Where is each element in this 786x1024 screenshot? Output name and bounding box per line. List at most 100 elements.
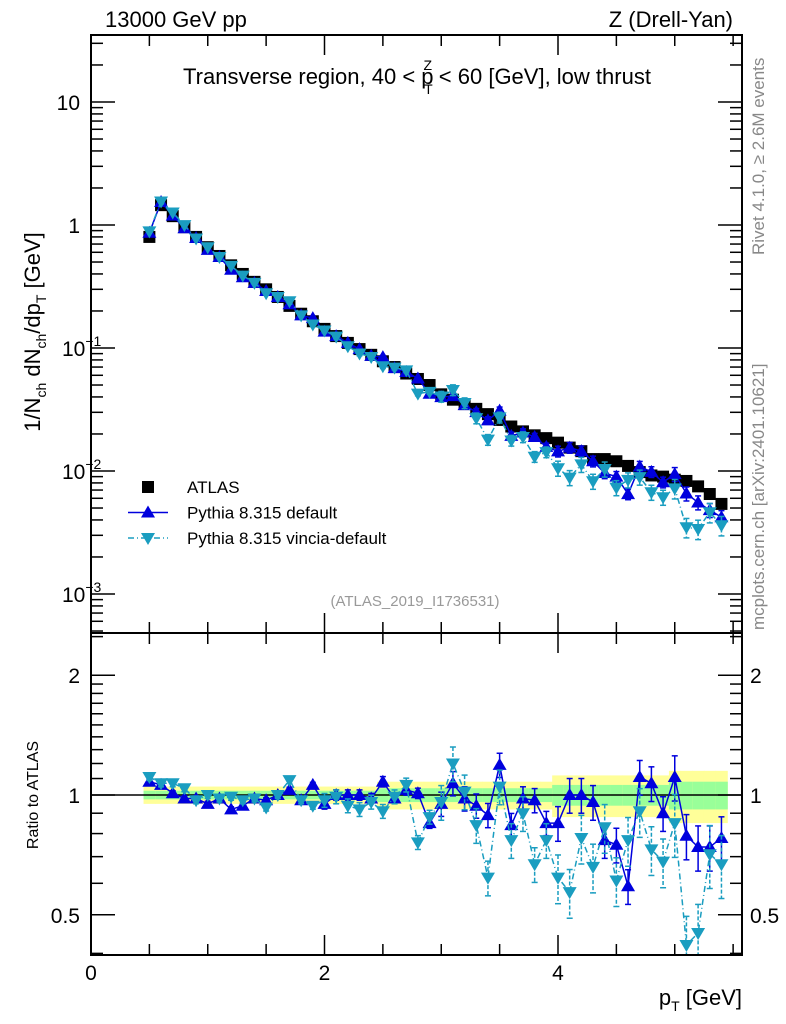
x-tick-label: 0 [85,962,97,985]
ratio-point-vincia [667,818,682,831]
ratio-point-vincia [644,844,659,857]
main-point-vincia [422,386,437,399]
ratio-point-vincia [621,835,636,848]
ratio-point-vincia [364,797,379,810]
main-point-vincia [399,365,414,378]
ratio-point-vincia [434,797,449,810]
ratio-point-vincia [445,758,460,771]
ratio-point-default [165,786,180,799]
ratio-point-vincia [457,786,472,799]
legend-item: ATLAS [142,478,240,497]
main-point-vincia [480,434,495,447]
y-tick-label: 1 [68,215,80,238]
main-point-vincia [189,233,204,246]
main-point-vincia [644,487,659,500]
x-tick-label: 2 [319,962,331,985]
y-tick-label: 10−1 [62,333,102,361]
y-tick-label: 10−2 [62,456,102,484]
atlas-point [715,497,728,510]
ratio-point-vincia [562,887,577,900]
ratio-point-vincia [656,856,671,869]
analysis-id: (ATLAS_2019_I1736531) [330,593,499,610]
ratio-point-vincia [551,872,565,885]
ratio-point-vincia [212,793,227,806]
ratio-tick-label-right: 0.5 [750,905,779,928]
main-point-vincia [457,398,472,411]
main-point-vincia [574,459,589,472]
ratio-point-default [282,782,297,795]
main-point-vincia [387,362,402,375]
ratio-point-default [259,793,274,806]
ratio-tick-label-right: 1 [750,785,762,808]
ratio-point-vincia [189,795,204,808]
ratio-tick-label-left: 1 [68,785,80,808]
y-tick-exponent: −1 [85,333,101,349]
main-point-default [679,486,694,499]
y-tick-exponent: −2 [85,456,101,472]
main-point-vincia [212,252,227,265]
main-point-default [410,371,425,384]
y-axis-label: 1/Nch dNch/dpT [GeV] [20,232,49,432]
legend-marker-triangle-up [141,505,155,518]
main-point-vincia [714,520,729,533]
ratio-point-default [656,806,671,819]
main-point-default [551,444,565,457]
main-point-vincia [586,476,601,489]
main-point-default [632,459,647,472]
main-point-vincia [621,474,636,487]
ratio-point-vincia [410,837,425,850]
main-point-vincia [364,352,379,365]
main-point-vincia [551,463,565,476]
ratio-point-vincia [702,849,717,862]
ratio-point-default [644,776,659,789]
ratio-point-default [200,796,215,809]
ratio-point-vincia [679,939,694,952]
legend-label: Pythia 8.315 default [187,504,338,523]
main-point-default [644,464,659,477]
ratio-point-vincia [247,793,262,806]
ratio-point-default [480,808,495,821]
legend-marker-square [142,481,154,493]
main-point-default [656,475,671,488]
main-point-vincia [305,319,320,332]
ratio-point-vincia [597,822,612,835]
y-tick-label: 10−3 [62,579,102,607]
main-point-default [375,350,390,363]
ratio-axis-label: Ratio to ATLAS [25,741,42,849]
main-point-vincia [492,412,507,425]
main-point-vincia [515,431,530,444]
ratio-plot-frame [90,632,743,956]
y-tick-exponent: −3 [85,579,101,595]
main-point-vincia [656,492,671,505]
main-point-vincia [410,388,425,401]
main-point-vincia [527,451,542,464]
main-point-vincia [259,288,274,301]
atlas-point [610,455,623,468]
main-point-default [691,495,706,508]
x-axis-label: pT [GeV] [659,985,742,1014]
ratio-point-default [632,769,647,782]
ratio-point-default [691,840,706,853]
ratio-point-vincia [504,835,519,848]
main-point-vincia [691,524,706,537]
main-point-vincia [434,391,449,404]
ratio-plot-marks [142,746,729,955]
ratio-point-vincia [539,835,554,848]
ratio-point-vincia [527,859,542,872]
legend-label: ATLAS [187,478,240,497]
main-plot-marks [142,195,729,541]
ratio-point-vincia [515,808,530,821]
main-point-vincia [469,413,484,426]
header-left: 13000 GeV pp [105,7,247,32]
main-point-default [667,467,682,480]
ratio-point-vincia [609,875,624,888]
ratio-point-vincia [691,928,706,941]
ratio-point-vincia [714,859,729,872]
ratio-point-vincia [574,832,589,845]
ratio-point-default [375,774,390,787]
ratio-point-vincia [294,795,309,808]
main-point-vincia [165,207,180,220]
main-point-vincia [317,325,332,338]
atlas-point [703,488,716,501]
